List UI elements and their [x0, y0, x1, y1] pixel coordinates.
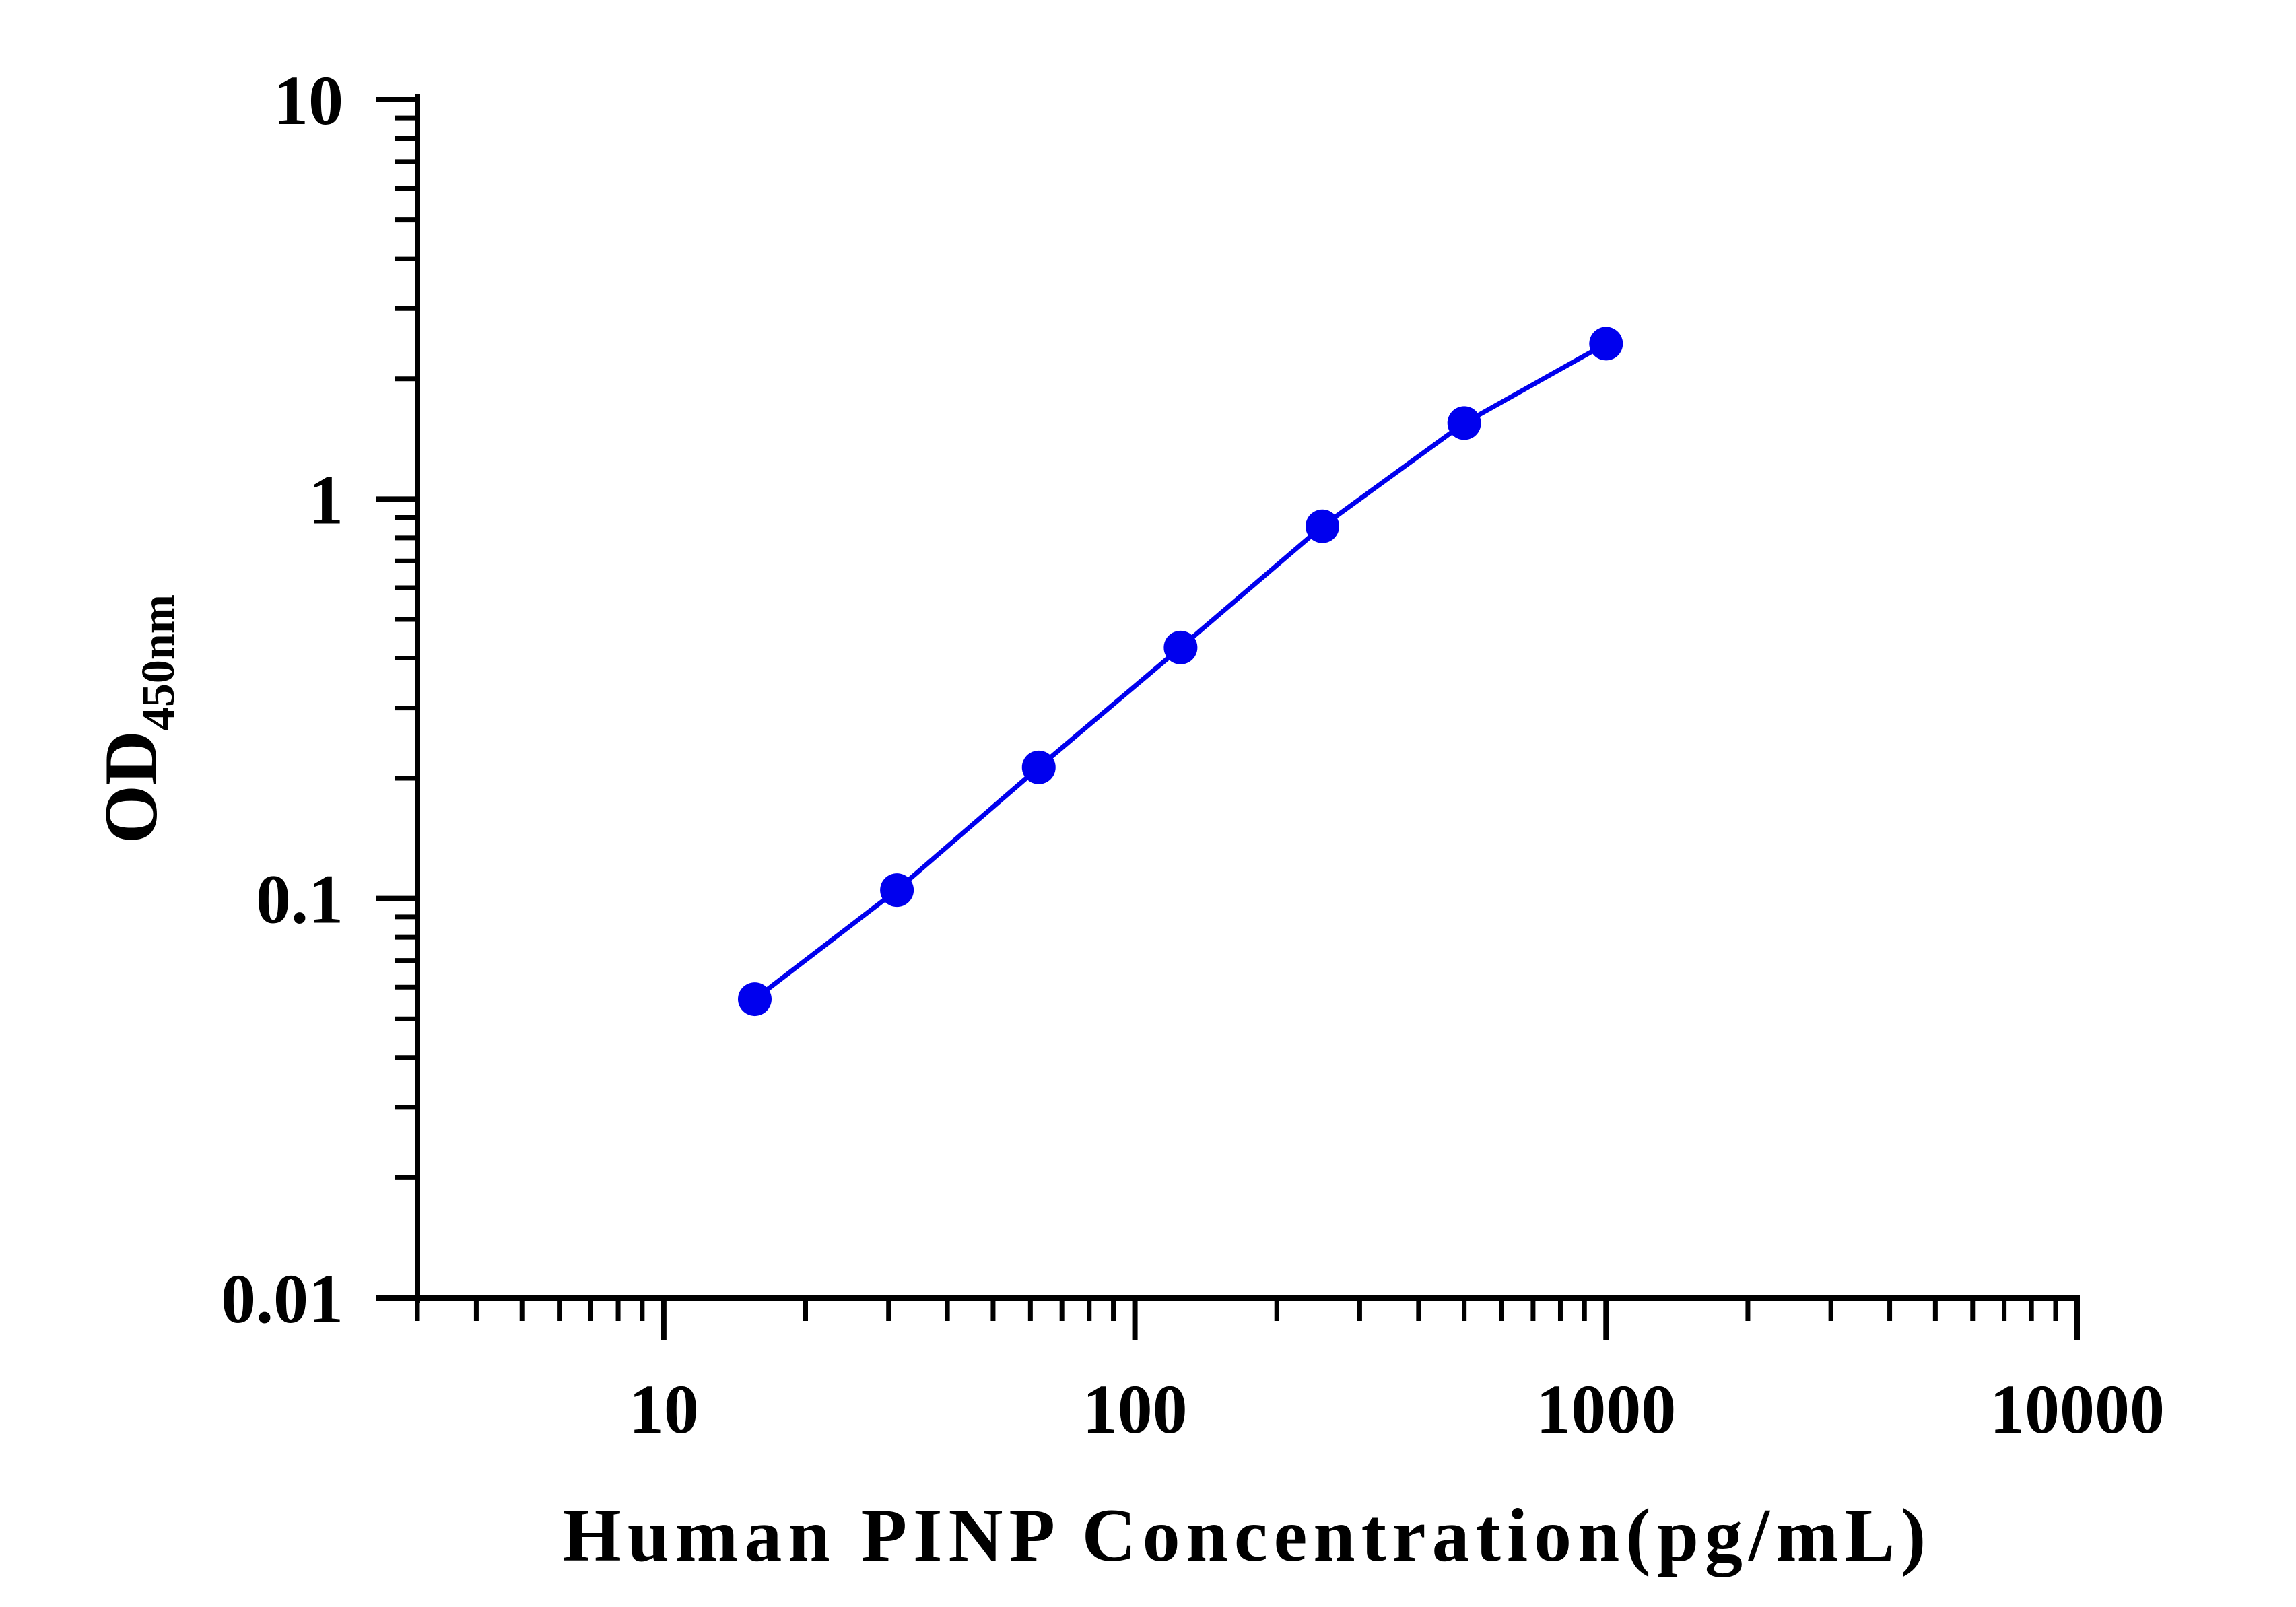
axes	[412, 94, 2080, 1303]
data-point-marker	[737, 982, 772, 1017]
x-axis-title: Human PINP Concentration(pg/mL)	[563, 1494, 1932, 1577]
data-point-marker	[1163, 630, 1198, 664]
y-axis-title-subscript: 450nm	[133, 594, 184, 730]
x-tick-label: 1000	[1536, 1371, 1676, 1448]
y-axis-title: OD450nm	[90, 594, 184, 844]
y-tick-label: 0.01	[221, 1260, 343, 1338]
y-tick-label: 10	[273, 62, 343, 139]
data-point-marker	[880, 873, 914, 908]
data-point-marker	[1021, 750, 1056, 784]
data-point-marker	[1447, 406, 1481, 440]
y-tick-label: 0.1	[256, 861, 343, 938]
axis-titles: Human PINP Concentration(pg/mL) OD450nm	[90, 594, 1932, 1577]
y-axis-title-text: OD450nm	[90, 594, 184, 844]
tick-labels: 0.01 0.1 1 10 10 100 1000 10000	[221, 62, 2165, 1448]
x-tick-label: 10000	[1990, 1371, 2165, 1448]
data-point-marker	[1589, 327, 1623, 361]
series-line	[753, 341, 1607, 1001]
y-tick-label: 1	[308, 461, 343, 539]
data-series	[737, 327, 1623, 1017]
x-tick-label: 10	[629, 1371, 699, 1448]
data-point-marker	[1306, 509, 1340, 543]
x-tick-label: 100	[1083, 1371, 1188, 1448]
y-axis-title-main: OD	[90, 730, 173, 844]
tick-marks	[376, 97, 2080, 1340]
